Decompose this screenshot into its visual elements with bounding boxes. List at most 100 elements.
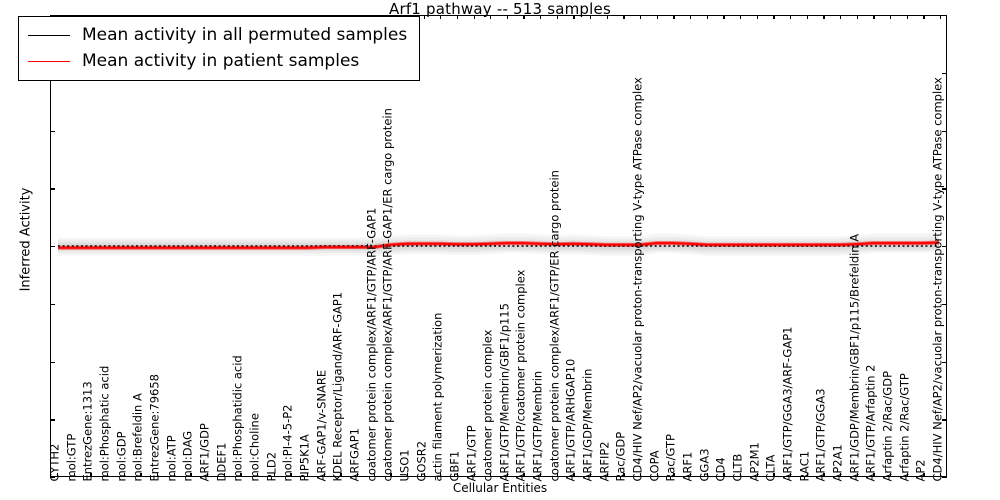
x-tick-mark xyxy=(890,15,892,19)
x-tick-label: CD4/HIV Nef/AP2/vacuolar proton-transpor… xyxy=(630,77,645,482)
legend-item: Mean activity in patient samples xyxy=(28,48,407,74)
y-tick-mark xyxy=(50,361,55,363)
x-tick-mark xyxy=(173,473,175,477)
y-tick-mark xyxy=(942,303,947,306)
x-tick-mark xyxy=(323,473,325,477)
x-tick-label: AP2M1 xyxy=(747,442,762,482)
x-tick-label: mol:Phosphatidic acid xyxy=(230,355,245,482)
x-tick-mark xyxy=(390,473,392,477)
x-tick-mark xyxy=(823,473,825,477)
y-tick-mark xyxy=(50,477,55,479)
x-tick-label: GOSR2 xyxy=(414,440,429,482)
x-tick-mark xyxy=(290,473,292,477)
legend-item: Mean activity in all permuted samples xyxy=(28,22,407,48)
x-tick-label: ARF1/GTP/GGA3 xyxy=(813,388,828,482)
x-tick-mark xyxy=(606,473,609,477)
y-tick-mark xyxy=(50,246,55,248)
y-tick-mark xyxy=(942,361,947,363)
x-tick-mark xyxy=(240,473,242,477)
chart-legend: Mean activity in all permuted samples Mea… xyxy=(18,16,421,81)
x-tick-mark xyxy=(873,15,875,19)
x-tick-mark xyxy=(923,15,925,19)
chart-title: Arf1 pathway -- 513 samples xyxy=(389,0,611,18)
x-tick-mark xyxy=(773,473,775,477)
y-tick-mark xyxy=(942,130,947,132)
x-tick-label: coatomer protein complex/ARF1/GTP/ARF-GA… xyxy=(380,108,395,482)
x-tick-mark xyxy=(523,473,525,477)
x-tick-label: CD4/HIV Nef/AP2/vacuolar proton-transpor… xyxy=(930,77,945,482)
x-tick-mark xyxy=(140,473,142,477)
x-tick-label: mol:GDP xyxy=(114,431,129,482)
x-tick-mark xyxy=(440,473,442,477)
x-tick-mark xyxy=(923,473,925,477)
x-tick-mark xyxy=(590,15,592,19)
x-tick-mark xyxy=(623,15,625,19)
series-line xyxy=(57,241,940,249)
x-tick-label: mol:Brefeldin A xyxy=(130,393,145,482)
x-tick-label: Arfaptin 2/Rac/GDP xyxy=(880,370,895,482)
x-tick-label: GGA3 xyxy=(697,448,712,482)
x-tick-mark xyxy=(273,473,275,477)
x-tick-mark xyxy=(506,15,509,19)
x-tick-mark xyxy=(623,473,625,477)
legend-swatch xyxy=(28,60,70,62)
x-tick-label: GBF1 xyxy=(447,450,462,482)
x-tick-mark xyxy=(73,473,75,477)
x-tick-mark xyxy=(556,15,559,19)
x-tick-mark xyxy=(106,473,109,477)
x-tick-mark xyxy=(406,473,409,477)
legend-label: Mean activity in all permuted samples xyxy=(82,25,408,45)
x-tick-label: EntrezGene:79658 xyxy=(147,374,162,482)
x-tick-mark xyxy=(706,15,709,19)
x-tick-mark xyxy=(740,473,742,477)
x-tick-label: ARF1/GTP/Arfaptin 2 xyxy=(863,364,878,482)
x-tick-mark xyxy=(756,15,759,19)
x-tick-label: ARF1/GDP/Membrin xyxy=(580,368,595,482)
x-tick-mark xyxy=(156,473,159,477)
x-tick-mark xyxy=(90,473,92,477)
x-tick-mark xyxy=(856,15,858,19)
x-tick-label: mol:DAG xyxy=(180,430,195,482)
x-tick-mark xyxy=(873,473,875,477)
x-tick-label: actin filament polymerization xyxy=(430,312,445,482)
x-tick-mark xyxy=(706,473,709,477)
x-tick-label: KDEL Receptor/Ligand/ARF-GAP1 xyxy=(330,291,345,482)
x-tick-mark xyxy=(823,15,825,19)
y-tick-mark xyxy=(942,477,947,479)
y-axis-label: Inferred Activity xyxy=(18,187,34,292)
x-tick-mark xyxy=(57,473,59,477)
x-tick-label: ARFIP2 xyxy=(597,441,612,482)
x-tick-label: mol:GTP xyxy=(64,433,79,482)
y-tick-mark xyxy=(942,188,947,190)
x-tick-mark xyxy=(590,473,592,477)
x-tick-label: mol:PI-4-5-P2 xyxy=(280,404,295,482)
y-tick-mark xyxy=(50,188,55,190)
x-tick-mark xyxy=(673,15,675,19)
x-tick-mark xyxy=(756,473,759,477)
x-tick-label: mol:Choline xyxy=(247,413,262,482)
x-tick-label: RAC1 xyxy=(797,450,812,482)
x-tick-label: Rac/GTP xyxy=(663,434,678,482)
x-tick-mark xyxy=(740,15,742,19)
x-tick-mark xyxy=(840,15,842,19)
y-tick-mark xyxy=(50,303,55,306)
x-tick-mark xyxy=(206,473,209,477)
x-tick-label: ARFGAP1 xyxy=(347,427,362,482)
x-tick-mark xyxy=(723,15,725,19)
x-tick-mark xyxy=(306,473,309,477)
x-tick-label: ARF-GAP1/v-SNARE xyxy=(314,369,329,482)
x-tick-mark xyxy=(423,473,425,477)
x-tick-label: DDEF1 xyxy=(214,442,229,482)
x-tick-mark xyxy=(906,473,908,477)
x-tick-mark xyxy=(806,15,808,19)
x-tick-label: mol:ATP xyxy=(164,435,179,482)
x-tick-mark xyxy=(940,15,942,19)
x-tick-label: coatomer protein complex xyxy=(480,329,495,482)
x-tick-label: CD4 xyxy=(713,457,728,482)
y-tick-mark xyxy=(942,72,947,75)
x-tick-mark xyxy=(573,15,575,19)
x-tick-label: Rac/GDP xyxy=(613,431,628,482)
x-tick-label: CLTA xyxy=(763,454,778,482)
legend-label: Mean activity in patient samples xyxy=(82,51,360,71)
